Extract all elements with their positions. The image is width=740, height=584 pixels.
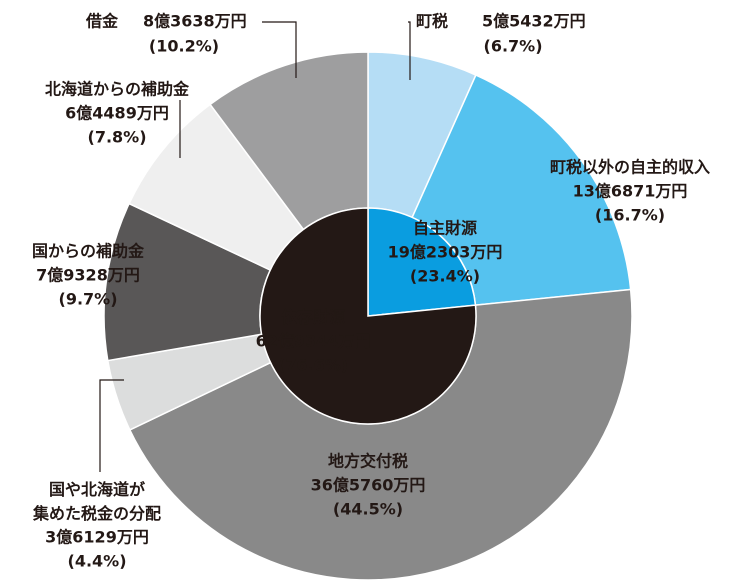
- percent-label: (10.2%): [149, 37, 219, 56]
- slice-label: 借金: [85, 12, 119, 31]
- slice-label: 地方交付税: [328, 452, 408, 471]
- percent-label: (16.7%): [595, 206, 665, 225]
- inner-slice: [367, 207, 477, 317]
- amount-label: 5億5432万円: [482, 12, 586, 31]
- percent-label: (9.7%): [59, 290, 118, 309]
- amount-label: 13億6871万円: [573, 182, 688, 201]
- slice-label: 町税: [416, 12, 448, 31]
- leader-line: [408, 21, 411, 80]
- percent-label: (44.5%): [333, 500, 403, 519]
- inner-slice: [259, 207, 477, 425]
- leader-line: [262, 21, 297, 78]
- amount-label: 8億3638万円: [143, 12, 247, 31]
- percent-label: (4.4%): [68, 552, 127, 571]
- slice-label: 北海道からの補助金: [45, 80, 190, 99]
- slice-label: 国や北海道が集めた税金の分配: [32, 480, 161, 523]
- leader-line: [99, 379, 124, 472]
- percent-label: (7.8%): [88, 128, 147, 147]
- slice-label: 依存財源: [281, 308, 345, 327]
- amount-label: 7億9328万円: [36, 266, 140, 285]
- amount-label: 19億2303万円: [388, 243, 503, 262]
- amount-label: 3億6129万円: [45, 528, 149, 547]
- amount-label: 62億9344万円: [256, 332, 371, 351]
- amount-label: 6億4489万円: [65, 104, 169, 123]
- percent-label: (23.4%): [410, 267, 480, 286]
- slice-label: 自主財源: [413, 219, 477, 238]
- percent-label: (6.7%): [484, 37, 543, 56]
- slice-label: 国からの補助金: [32, 242, 145, 261]
- slice-label: 町税以外の自主的収入: [550, 158, 710, 177]
- amount-label: 36億5760万円: [311, 476, 426, 495]
- percent-label: (76.6%): [278, 356, 348, 375]
